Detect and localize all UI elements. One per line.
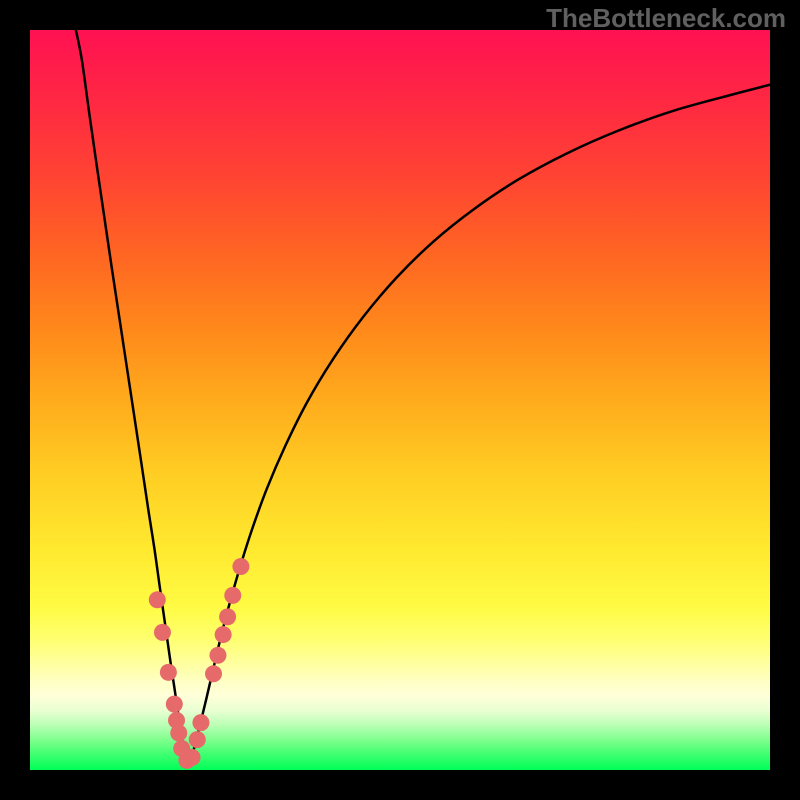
data-marker [166,696,183,713]
data-marker [232,558,249,575]
data-marker [189,731,206,748]
data-marker [149,591,166,608]
plot-area [30,30,770,770]
data-marker [219,608,236,625]
data-marker [215,626,232,643]
data-marker [160,664,177,681]
data-marker [192,714,209,731]
data-marker [184,749,201,766]
data-marker [154,624,171,641]
watermark-text: TheBottleneck.com [546,3,786,34]
gradient-background [30,30,770,770]
chart-frame: TheBottleneck.com [0,0,800,800]
plot-svg [30,30,770,770]
data-marker [170,725,187,742]
data-marker [205,665,222,682]
data-marker [209,647,226,664]
data-marker [224,587,241,604]
